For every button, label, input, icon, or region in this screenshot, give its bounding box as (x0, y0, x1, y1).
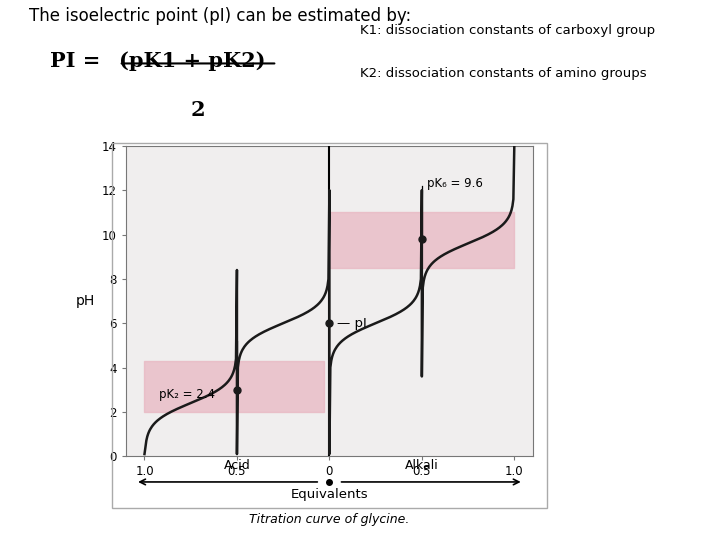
Text: 2: 2 (191, 100, 205, 120)
Text: Alkali: Alkali (405, 460, 438, 472)
Text: (pK1 + pK2): (pK1 + pK2) (119, 51, 265, 71)
Text: K1: dissociation constants of carboxyl group: K1: dissociation constants of carboxyl g… (360, 24, 655, 37)
Text: Acid: Acid (224, 460, 251, 472)
Text: Titration curve of glycine.: Titration curve of glycine. (249, 513, 410, 526)
Text: The isoelectric point (pI) can be estimated by:: The isoelectric point (pI) can be estima… (29, 6, 411, 25)
Text: Equivalents: Equivalents (291, 488, 368, 501)
Text: K2: dissociation constants of amino groups: K2: dissociation constants of amino grou… (360, 68, 647, 80)
Text: pK₆ = 9.6: pK₆ = 9.6 (428, 177, 483, 190)
Y-axis label: pH: pH (76, 294, 95, 308)
Text: pK₂ = 2.4: pK₂ = 2.4 (159, 388, 215, 401)
Text: PI =: PI = (50, 51, 108, 71)
Text: — pI: — pI (337, 317, 366, 330)
